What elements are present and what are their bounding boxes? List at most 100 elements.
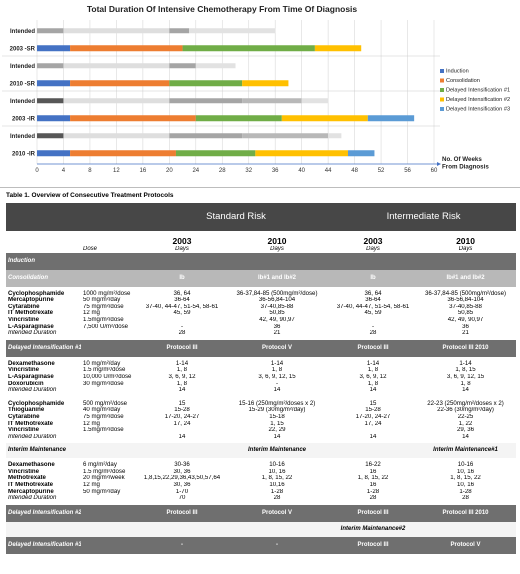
days-cell: 1, 8, 15, 22 [223, 475, 332, 483]
legend-swatch [440, 107, 444, 111]
days-cell: 36, 64 [141, 286, 223, 298]
days-cell: 21 [415, 330, 517, 340]
intended-segment [63, 63, 170, 69]
intended-segment [169, 133, 243, 139]
legend-swatch [440, 78, 444, 83]
drug-row: L-Asparaginase 7,500 U/m²/dose -36-36 [6, 323, 517, 331]
drug-row: Vincristine 1.5 mg/m²/dose 30, 36 10, 16 16 1… [6, 468, 517, 476]
drug-name: Cyclophosphamide [6, 286, 81, 298]
x-tick-label: 0 [35, 168, 39, 174]
days-cell: 17, 24 [141, 420, 223, 428]
protocol-cell: Ib [141, 269, 223, 287]
days-cell: 30, 36 [141, 482, 223, 489]
protocol-cell: Protocol V [223, 504, 332, 522]
row-label: Intended [10, 29, 35, 35]
dose-cell: 12 mg [81, 482, 141, 489]
x-tick-label: 60 [431, 168, 438, 174]
legend-swatch [440, 88, 444, 92]
days-cell: 36-37,84-85 (500mg/m²/dose) [415, 286, 517, 298]
section-header-row: Delayed Intensification #2 Protocol III Pr… [6, 504, 517, 522]
treatment-protocols-table: Standard Risk Intermediate Risk 2003 201… [6, 203, 517, 554]
days-cell: 36, 64 [331, 286, 416, 298]
days-cell: 3, 6, 9, 12, 15 [415, 373, 517, 381]
section-divider [0, 187, 520, 188]
days-cell: 1-14 [331, 356, 416, 368]
section-header-row: Induction [6, 252, 517, 270]
phase-segment [347, 150, 375, 157]
days-cell: 36-37,84-85 (500mg/m²/dose) [223, 286, 332, 298]
phase-segment [195, 115, 282, 122]
days-header: Days [458, 246, 473, 252]
days-cell: 1-14 [223, 356, 332, 368]
dose-cell: 30 mg/m²/dose [81, 380, 141, 388]
days-header: Days [270, 246, 284, 252]
group-header-intermediate-risk: Intermediate Risk [331, 203, 517, 231]
days-cell: 22-36 (30mg/m²/day) [415, 407, 517, 414]
section-label: Consolidation [6, 269, 81, 287]
section-label: Delayed Intensification #1 [6, 339, 81, 357]
days-cell: 17, 24 [331, 420, 416, 428]
legend-label: Delayed Intensification #2 [446, 97, 510, 103]
legend-swatch [440, 69, 444, 73]
drug-row: IT Methotrexate 12 mg 17, 24 1, 15 17, 24 1, … [6, 420, 517, 428]
days-cell: 37-40,85-88 [223, 303, 332, 311]
dose-cell: 1000 mg/m²/dose [81, 286, 141, 298]
drug-row: Methotrexate 20 mg/m²/week 1,8,15,22,29,36… [6, 475, 517, 483]
section-header-row: Delayed Intensification #3- - Protocol III… [6, 536, 517, 554]
group-header-standard-risk: Standard Risk [141, 203, 332, 231]
intended-segment [37, 98, 64, 104]
days-cell: 10, 16 [415, 468, 517, 476]
phase-segment [37, 45, 71, 52]
row-label: 2003 -SR [10, 46, 36, 52]
phase-segment [367, 115, 415, 122]
intended-segment [37, 133, 64, 139]
drug-row: Dexamethasone 10 mg/m²/day 1-14 1-14 1-14 1-1… [6, 356, 517, 368]
protocol-cell: Protocol III [141, 339, 223, 357]
intended-segment [169, 63, 196, 69]
protocol-cell [415, 252, 517, 270]
x-tick-label: 8 [88, 168, 92, 174]
drug-row: Doxorubicin 30 mg/m²/dose 1, 8-1, 8 1, 8 [6, 380, 517, 388]
protocol-cell [331, 443, 416, 459]
protocol-cell: Protocol III [331, 339, 416, 357]
days-cell: 1, 8 [141, 367, 223, 374]
x-tick-label: 48 [351, 168, 358, 174]
intended-segment [242, 133, 329, 139]
drug-row: Thioguanine 40 mg/m²/day 15-28 15-29 (30mg/… [6, 407, 517, 414]
days-cell: 36 [223, 323, 332, 331]
days-cell: 28 [223, 495, 332, 505]
section-label: Interim Maintenance [6, 443, 81, 459]
days-cell: 37-40, 44-47, 51-54, 58-61 [141, 303, 223, 311]
dose-cell: 500 mg/m²/dose [81, 396, 141, 408]
days-cell: 50,85 [223, 310, 332, 317]
days-cell: 15 [141, 396, 223, 408]
row-label: Intended [10, 99, 35, 105]
days-cell: 45, 59 [331, 310, 416, 317]
x-axis-arrow [437, 162, 441, 166]
days-cell: 16 [331, 468, 416, 476]
dose-cell: 20 mg/m²/week [81, 475, 141, 483]
days-cell: 1,8,15,22,29,36,43,50,57,64 [141, 475, 223, 483]
section-label: Delayed Intensification #2 [6, 504, 81, 522]
drug-name: Cytarabine [6, 413, 81, 421]
intended-duration-label: Intended Duration [6, 495, 81, 505]
drug-row: Cyclophosphamide 500 mg/m²/dose 15 15-16 (2… [6, 396, 517, 408]
phase-segment [70, 115, 196, 122]
drug-name: Dexamethasone [6, 356, 81, 368]
section-dose-cell [81, 269, 141, 287]
days-cell: 28 [331, 330, 416, 340]
row-label: Intended [10, 134, 35, 140]
days-cell: 16 [331, 482, 416, 489]
drug-row: Vincristine 1.5mg/m²/dose 22, 29 29, 36 [6, 427, 517, 434]
section-dose-cell [81, 504, 141, 522]
days-cell: 36-64 [141, 297, 223, 304]
days-cell: 10-16 [223, 458, 332, 469]
protocol-cell [223, 521, 332, 537]
dose-cell: 75 mg/m²/dose [81, 303, 141, 311]
x-axis-title: No. Of Weeks From Diagnosis [442, 156, 489, 171]
dose-cell: 1.5 mg/m²/dose [81, 367, 141, 374]
protocol-cell: Protocol V [223, 339, 332, 357]
intended-duration-row: Intended Duration 14 14 14 14 [6, 387, 517, 397]
intended-segment [195, 63, 236, 69]
x-tick-label: 12 [113, 168, 120, 174]
